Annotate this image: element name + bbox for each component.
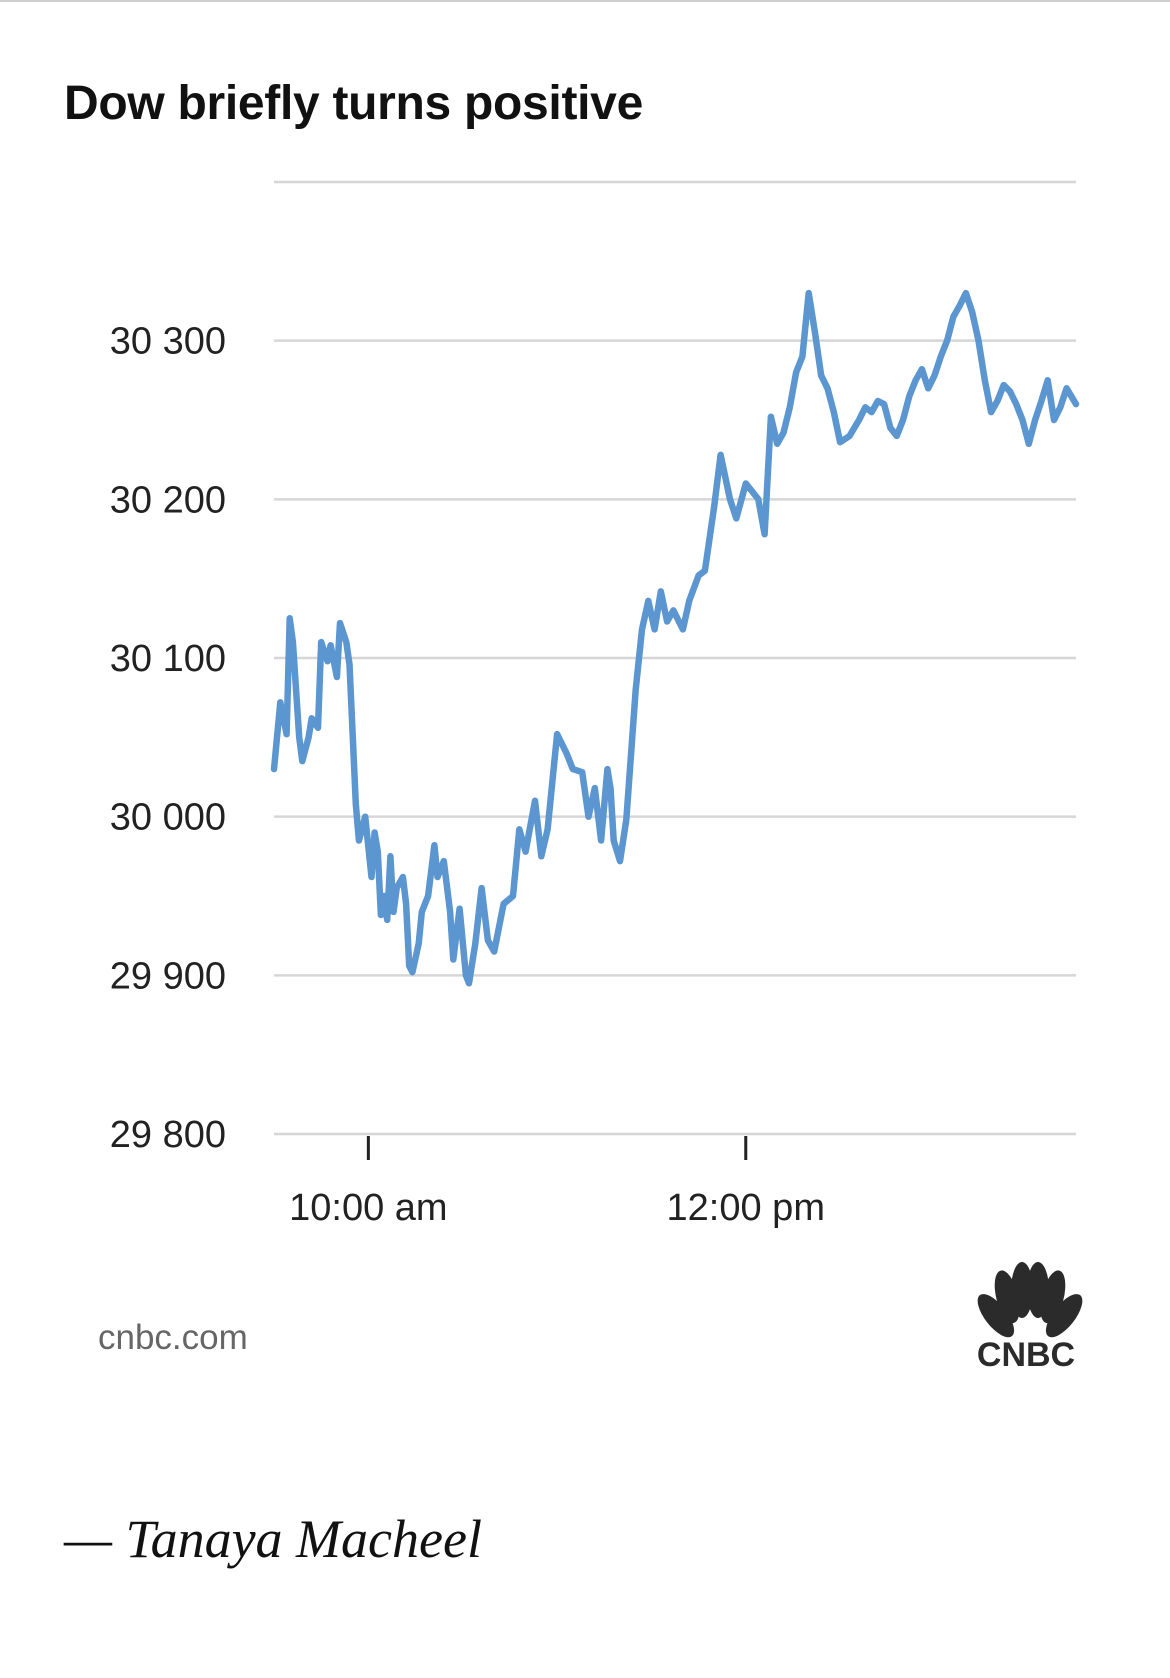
x-axis-ticks: 10:00 am 12:00 pm [289,1136,825,1229]
y-tick-label: 30 300 [110,321,226,363]
y-tick-label: 30 000 [110,797,226,839]
grid-lines [274,180,1076,1136]
byline: — Tanaya Macheel [64,1509,482,1569]
source-label: cnbc.com [98,1318,248,1357]
dow-series-line [270,289,1080,987]
dow-line-chart: 29 800 29 900 30 000 30 100 30 200 30 300 10:… [110,180,1080,1229]
y-tick-label: 30 200 [110,479,226,521]
y-tick-label: 29 900 [110,955,226,997]
y-tick-label: 30 100 [110,638,226,680]
top-rule [0,0,1170,2]
x-tick-label: 12:00 pm [667,1187,825,1229]
cnbc-peacock-logo: CNBC [977,1262,1083,1370]
peacock-icon [977,1262,1083,1338]
x-tick-label: 10:00 am [289,1187,447,1229]
cnbc-wordmark: CNBC [977,1336,1075,1370]
y-axis-labels: 29 800 29 900 30 000 30 100 30 200 30 300 [110,321,226,1156]
y-tick-label: 29 800 [110,1114,226,1156]
chart-title: Dow briefly turns positive [64,77,643,130]
